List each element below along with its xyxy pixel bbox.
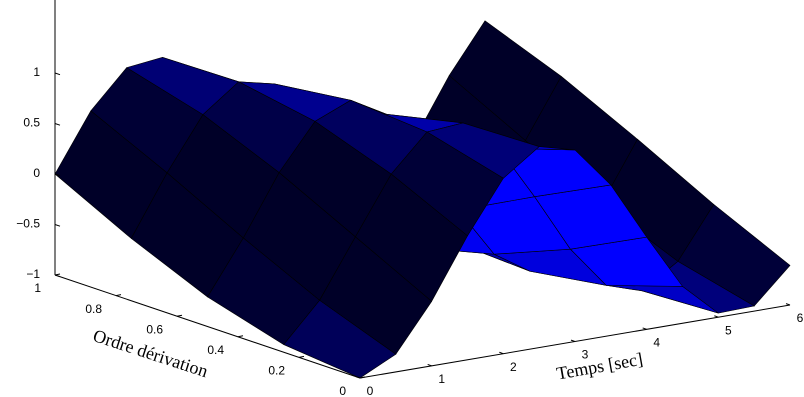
y-tick bbox=[298, 355, 305, 358]
x-tick bbox=[642, 327, 647, 330]
y-tick bbox=[176, 314, 183, 317]
y-tick-label: 0.6 bbox=[146, 322, 163, 336]
x-tick-label: 3 bbox=[582, 348, 589, 362]
x-tick-label: 6 bbox=[797, 311, 804, 325]
z-tick bbox=[54, 123, 61, 126]
x-tick bbox=[427, 363, 432, 367]
y-tick-label: 0.4 bbox=[207, 343, 224, 357]
y-axis bbox=[54, 274, 361, 379]
y-tick bbox=[359, 376, 366, 379]
x-tick-label: 5 bbox=[725, 323, 732, 337]
x-tick bbox=[355, 376, 361, 379]
z-tick-label: 0.5 bbox=[23, 116, 40, 130]
z-tick bbox=[54, 224, 61, 227]
x-tick bbox=[714, 315, 719, 318]
x-tick-label: 0 bbox=[367, 384, 374, 397]
x-tick-label: 4 bbox=[653, 336, 660, 350]
y-tick-label: 0 bbox=[339, 384, 346, 397]
surface-patch bbox=[283, 299, 397, 379]
y-tick bbox=[115, 294, 122, 297]
z-tick-label: 0 bbox=[33, 166, 40, 180]
z-tick-label: −0.5 bbox=[16, 217, 40, 231]
y-tick-label: 0.8 bbox=[85, 302, 102, 316]
z-tick-label: −1 bbox=[26, 267, 40, 281]
x-tick bbox=[570, 339, 576, 342]
z-tick bbox=[54, 173, 61, 177]
x-tick bbox=[499, 351, 504, 355]
x-tick-label: 1 bbox=[438, 372, 445, 386]
x-axis-label: Temps [sec] bbox=[555, 349, 644, 384]
z-tick-label: 1 bbox=[33, 65, 40, 79]
x-tick bbox=[785, 303, 791, 306]
y-tick-label: 1 bbox=[34, 281, 41, 295]
surface bbox=[54, 20, 791, 379]
z-tick bbox=[54, 72, 61, 76]
y-tick-label: 0.2 bbox=[268, 364, 285, 378]
x-tick-label: 2 bbox=[510, 360, 517, 374]
z-tick bbox=[54, 274, 61, 278]
y-tick bbox=[237, 335, 244, 338]
